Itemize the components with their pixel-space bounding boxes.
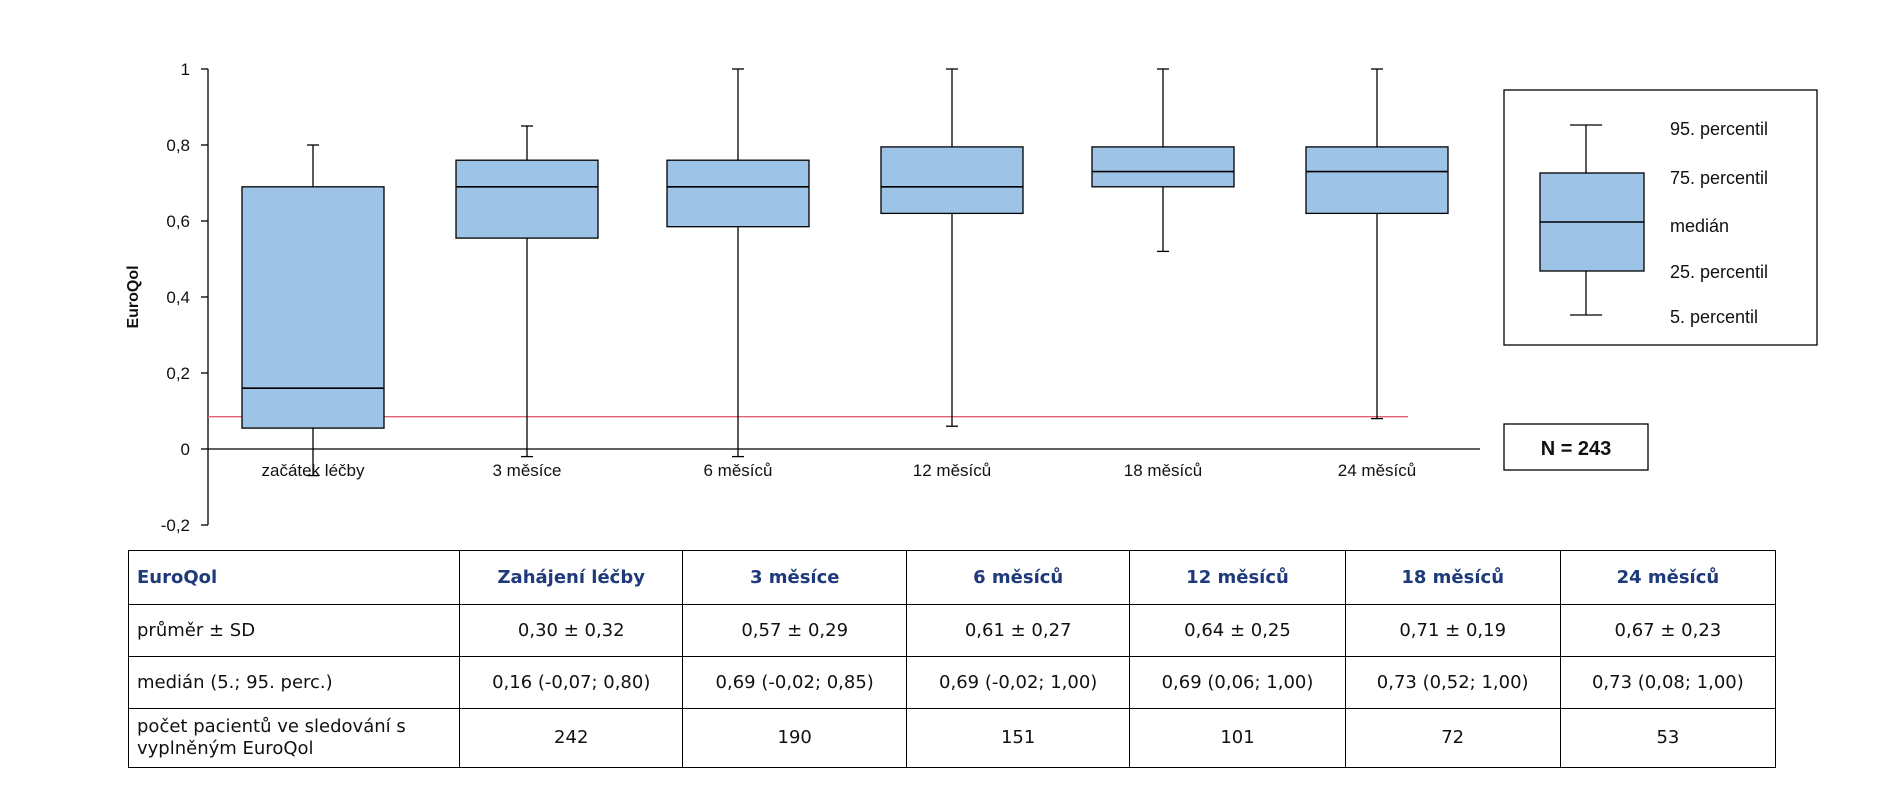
header-cell: EuroQol bbox=[128, 550, 460, 605]
legend-label: 75. percentil bbox=[1670, 168, 1768, 188]
table-cell: 0,73 (0,52; 1,00) bbox=[1345, 656, 1561, 709]
table-cell: 0,67 ± 0,23 bbox=[1560, 604, 1777, 657]
legend-label: 95. percentil bbox=[1670, 119, 1768, 139]
table-cell: počet pacientů ve sledování s vyplněným … bbox=[128, 708, 460, 768]
y-tick-label: 1 bbox=[181, 60, 190, 79]
table-cell: 0,71 ± 0,19 bbox=[1345, 604, 1561, 657]
table-cell: 0,69 (-0,02; 1,00) bbox=[906, 656, 1131, 709]
table-cell: 0,69 (0,06; 1,00) bbox=[1129, 656, 1346, 709]
table-row: počet pacientů ve sledování s vyplněným … bbox=[128, 708, 1777, 768]
n-label: N = 243 bbox=[1541, 438, 1612, 460]
iqr-box bbox=[880, 146, 1024, 215]
table-cell: 151 bbox=[906, 708, 1131, 768]
table-row: průměr ± SD 0,30 ± 0,32 0,57 ± 0,29 0,61… bbox=[128, 604, 1777, 657]
table-cell: 0,73 (0,08; 1,00) bbox=[1560, 656, 1777, 709]
table-cell: průměr ± SD bbox=[128, 604, 460, 657]
category-label: 18 měsíců bbox=[1124, 461, 1202, 480]
n-box-frame bbox=[1503, 423, 1649, 471]
table-header-row: EuroQol Zahájení léčby 3 měsíce 6 měsíců… bbox=[128, 550, 1777, 605]
category-label: 3 měsíce bbox=[493, 461, 562, 480]
box-4: 12 měsíců bbox=[880, 68, 1024, 480]
y-tick-label: 0,6 bbox=[166, 212, 190, 231]
box-1: začátek léčby bbox=[241, 144, 385, 480]
header-cell: 24 měsíců bbox=[1560, 550, 1777, 605]
table-cell: 72 bbox=[1345, 708, 1561, 768]
y-tick-label: 0,8 bbox=[166, 136, 190, 155]
table-cell: 53 bbox=[1560, 708, 1777, 768]
legend-label: 25. percentil bbox=[1670, 262, 1768, 282]
header-cell: 6 měsíců bbox=[906, 550, 1131, 605]
iqr-box bbox=[455, 159, 599, 239]
boxplot-chart: 1 0,8 0,6 0,4 0,2 0 -0,2 EuroQol začátek léčby 3… bbox=[125, 60, 1818, 535]
table-cell: medián (5.; 95. perc.) bbox=[128, 656, 460, 709]
category-label: 12 měsíců bbox=[913, 461, 991, 480]
iqr-box bbox=[1091, 146, 1235, 188]
table-cell: 0,64 ± 0,25 bbox=[1129, 604, 1346, 657]
table-cell: 190 bbox=[682, 708, 907, 768]
legend-label: 5. percentil bbox=[1670, 307, 1758, 327]
category-label: začátek léčby bbox=[262, 461, 365, 480]
category-label: 6 měsíců bbox=[704, 461, 773, 480]
n-box: N = 243 bbox=[1503, 423, 1649, 471]
table-cell: 242 bbox=[459, 708, 684, 768]
y-tick-label: -0,2 bbox=[161, 516, 190, 535]
summary-table: EuroQol Zahájení léčby 3 měsíce 6 měsíců… bbox=[128, 550, 1777, 768]
table-cell: 0,61 ± 0,27 bbox=[906, 604, 1131, 657]
header-cell: 18 měsíců bbox=[1345, 550, 1561, 605]
boxes-group: začátek léčby 3 měsíce 6 měsíců 12 měsíců 18… bbox=[241, 68, 1449, 480]
box-3: 6 měsíců bbox=[666, 68, 810, 480]
table-cell: 0,30 ± 0,32 bbox=[459, 604, 684, 657]
chart-axes: 1 0,8 0,6 0,4 0,2 0 -0,2 EuroQol bbox=[125, 60, 1480, 535]
table-cell: 0,57 ± 0,29 bbox=[682, 604, 907, 657]
header-cell: 12 měsíců bbox=[1129, 550, 1346, 605]
iqr-box bbox=[1305, 146, 1449, 215]
table-cell: 101 bbox=[1129, 708, 1346, 768]
box-2: 3 měsíce bbox=[455, 125, 599, 480]
iqr-box bbox=[241, 186, 385, 429]
y-tick-label: 0 bbox=[181, 440, 190, 459]
iqr-box bbox=[666, 159, 810, 228]
category-label: 24 měsíců bbox=[1338, 461, 1416, 480]
y-tick-label: 0,2 bbox=[166, 364, 190, 383]
table-row: medián (5.; 95. perc.) 0,16 (-0,07; 0,80… bbox=[128, 656, 1777, 709]
y-axis-label: EuroQol bbox=[125, 265, 142, 328]
box-5: 18 měsíců bbox=[1091, 68, 1235, 480]
table-cell: 0,16 (-0,07; 0,80) bbox=[459, 656, 684, 709]
header-cell: Zahájení léčby bbox=[459, 550, 684, 605]
table-cell: 0,69 (-0,02; 0,85) bbox=[682, 656, 907, 709]
y-tick-label: 0,4 bbox=[166, 288, 190, 307]
legend: 95. percentil 75. percentil medián 25. perc… bbox=[1503, 89, 1818, 346]
header-cell: 3 měsíce bbox=[682, 550, 907, 605]
box-6: 24 měsíců bbox=[1305, 68, 1449, 480]
legend-label: medián bbox=[1670, 216, 1729, 236]
